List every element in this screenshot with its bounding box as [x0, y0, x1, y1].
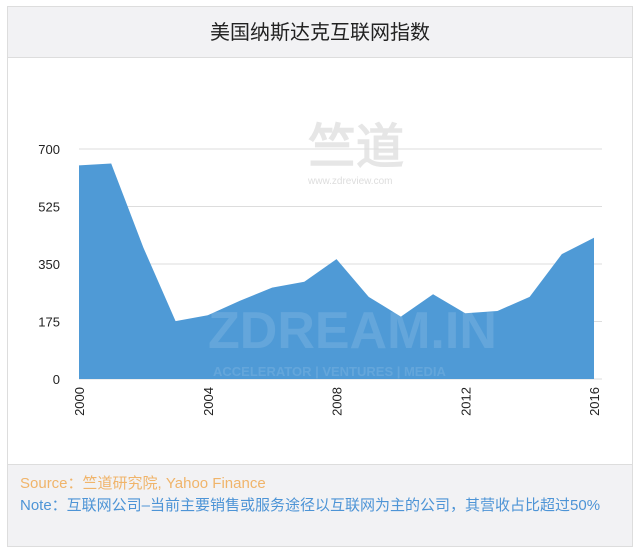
y-tick-label: 350 — [38, 257, 60, 272]
source-text: Source：竺道研究院, Yahoo Finance — [20, 475, 266, 492]
chart-card: 美国纳斯达克互联网指数 竺道 www.zdreview.com 0 175 350 525… — [7, 6, 633, 547]
x-tick-label: 2004 — [201, 387, 216, 416]
area-chart: 竺道 www.zdreview.com 0 175 350 525 700 ZDREAM.IN… — [38, 121, 602, 416]
x-tick-label: 2008 — [330, 387, 345, 416]
y-tick-label: 525 — [38, 200, 60, 215]
watermark-url: www.zdreview.com — [307, 176, 392, 187]
plot-area: 竺道 www.zdreview.com 0 175 350 525 700 ZDREAM.IN… — [8, 58, 632, 465]
x-tick-label: 2000 — [72, 387, 87, 416]
x-tick-label: 2016 — [587, 387, 602, 416]
watermark-logo: 竺道 — [308, 121, 404, 174]
footer: Source：竺道研究院, Yahoo Finance Note：互联网公司–当… — [8, 465, 632, 521]
chart-title: 美国纳斯达克互联网指数 — [8, 7, 632, 58]
watermark-tagline: ACCELERATOR | VENTURES | MEDIA — [213, 364, 446, 379]
y-tick-label: 0 — [53, 372, 60, 387]
y-tick-label: 175 — [38, 315, 60, 330]
area-series — [79, 163, 594, 379]
y-tick-label: 700 — [38, 142, 60, 157]
note-text: Note：互联网公司–当前主要销售或服务途径以互联网为主的公司，其营收占比超过5… — [20, 497, 601, 514]
watermark-brand: ZDREAM.IN — [208, 302, 497, 360]
x-tick-label: 2012 — [458, 387, 473, 416]
